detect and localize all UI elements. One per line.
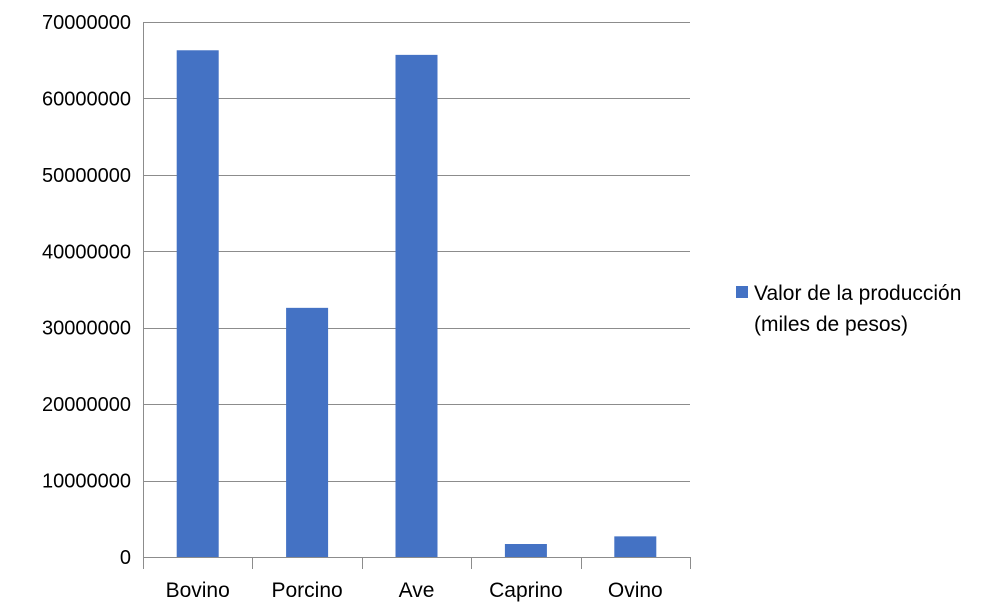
- y-tick-label-0: 0: [120, 547, 131, 569]
- bar-bovino: [176, 50, 219, 558]
- x-label-ave: Ave: [399, 579, 435, 602]
- y-tick-label-7: 70000000: [42, 12, 131, 34]
- y-tick-label-6: 60000000: [42, 88, 131, 110]
- x-category-labels: Bovino Porcino Ave Caprino Ovino: [166, 579, 663, 602]
- y-tick-label-5: 50000000: [42, 165, 131, 187]
- y-tick-label-2: 20000000: [42, 394, 131, 416]
- y-tick-label-3: 30000000: [42, 318, 131, 340]
- x-label-caprino: Caprino: [489, 579, 563, 602]
- y-tick-label-4: 40000000: [42, 241, 131, 263]
- x-label-bovino: Bovino: [166, 579, 230, 602]
- bar-ovino: [614, 536, 657, 557]
- y-tick-label-1: 10000000: [42, 471, 131, 493]
- legend-swatch: [736, 286, 748, 298]
- legend-label-line-1: Valor de la producción: [754, 282, 961, 305]
- bar-ave: [395, 54, 438, 557]
- legend: Valor de la producción (miles de pesos): [736, 282, 961, 336]
- bar-porcino: [286, 307, 329, 557]
- x-label-porcino: Porcino: [271, 579, 342, 602]
- bar-caprino: [504, 544, 547, 557]
- bars: [176, 50, 657, 558]
- x-label-ovino: Ovino: [608, 579, 663, 602]
- axes: [143, 22, 691, 569]
- y-tick-labels: 0 10000000 20000000 30000000 40000000 5000000…: [42, 12, 131, 569]
- legend-label-line-2: (miles de pesos): [754, 313, 908, 336]
